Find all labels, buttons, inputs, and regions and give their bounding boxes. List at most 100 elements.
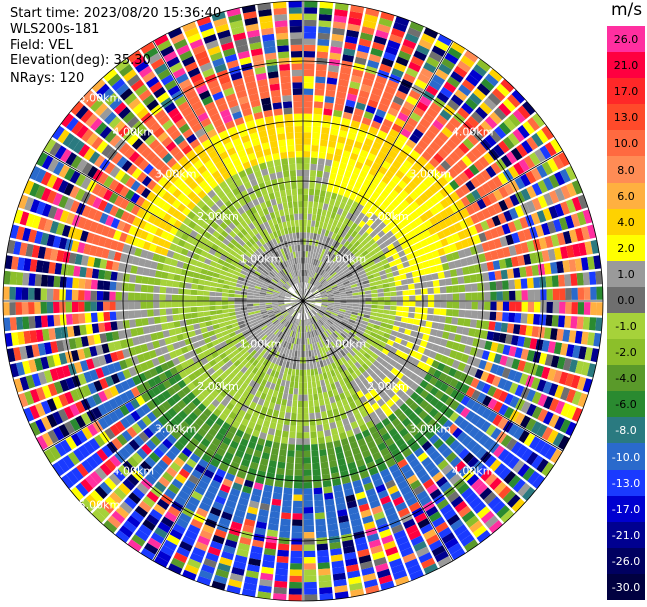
velocity-gate xyxy=(279,524,291,532)
velocity-gate xyxy=(353,335,361,342)
velocity-gate xyxy=(452,301,460,309)
velocity-gate xyxy=(324,323,330,329)
velocity-gate xyxy=(441,532,456,544)
velocity-gate xyxy=(161,323,169,331)
velocity-gate xyxy=(502,452,515,466)
velocity-gate xyxy=(330,427,339,436)
velocity-gate xyxy=(332,332,339,338)
velocity-gate xyxy=(255,361,262,369)
velocity-gate xyxy=(189,363,198,372)
velocity-gate xyxy=(201,389,210,398)
velocity-gate xyxy=(471,460,484,473)
velocity-gate xyxy=(542,381,553,395)
velocity-gate xyxy=(276,32,289,40)
velocity-gate xyxy=(353,485,364,494)
velocity-gate xyxy=(203,558,217,569)
velocity-gate xyxy=(318,14,332,22)
velocity-gate xyxy=(196,384,206,393)
velocity-gate xyxy=(322,372,328,380)
velocity-gate xyxy=(318,310,325,315)
velocity-gate xyxy=(346,303,353,306)
velocity-gate xyxy=(194,485,206,496)
velocity-gate xyxy=(428,350,437,359)
velocity-gate xyxy=(325,344,331,351)
velocity-gate xyxy=(480,371,490,382)
velocity-gate xyxy=(262,351,269,359)
velocity-gate xyxy=(381,360,389,368)
velocity-gate xyxy=(384,408,393,417)
velocity-gate xyxy=(349,441,359,450)
velocity-gate xyxy=(313,307,319,312)
velocity-gate xyxy=(448,332,456,341)
velocity-gate xyxy=(389,558,403,569)
velocity-gate xyxy=(305,244,309,252)
velocity-gate xyxy=(291,182,297,190)
velocity-gate xyxy=(404,558,419,569)
velocity-gate xyxy=(292,362,297,370)
velocity-gate xyxy=(179,420,190,431)
velocity-gate xyxy=(164,422,175,434)
velocity-gate xyxy=(282,221,288,229)
velocity-gate xyxy=(272,363,279,371)
velocity-gate xyxy=(111,510,126,524)
velocity-gate xyxy=(28,302,35,315)
velocity-gate xyxy=(215,394,224,403)
velocity-gate xyxy=(478,434,490,446)
velocity-gate xyxy=(258,412,266,420)
velocity-gate xyxy=(273,486,283,494)
velocity-gate xyxy=(295,151,303,158)
velocity-gate xyxy=(260,392,267,400)
velocity-gate xyxy=(134,301,141,310)
velocity-gate xyxy=(483,491,497,505)
velocity-gate xyxy=(328,349,334,357)
velocity-gate xyxy=(259,431,267,440)
velocity-gate xyxy=(399,403,409,413)
velocity-gate xyxy=(262,420,271,428)
velocity-gate xyxy=(459,372,469,383)
velocity-gate xyxy=(52,462,65,477)
velocity-gate xyxy=(393,408,403,418)
velocity-gate xyxy=(375,484,387,494)
velocity-gate xyxy=(246,301,254,304)
velocity-gate xyxy=(427,418,438,429)
velocity-gate xyxy=(441,464,453,476)
velocity-gate xyxy=(538,352,548,365)
velocity-gate xyxy=(383,309,390,315)
velocity-gate xyxy=(402,432,413,443)
velocity-gate xyxy=(245,385,253,393)
velocity-gate xyxy=(267,466,276,474)
velocity-gate xyxy=(309,238,313,246)
velocity-gate xyxy=(263,446,272,454)
velocity-gate xyxy=(236,379,244,387)
velocity-gate xyxy=(303,207,308,214)
velocity-gate xyxy=(173,552,188,564)
velocity-gate xyxy=(397,458,408,469)
velocity-gate xyxy=(447,542,462,555)
velocity-gate xyxy=(424,393,435,403)
velocity-gate xyxy=(318,26,331,34)
velocity-gate xyxy=(211,372,220,381)
velocity-gate xyxy=(303,413,309,420)
velocity-gate xyxy=(341,384,348,393)
velocity-gate xyxy=(313,349,318,356)
velocity-gate xyxy=(215,385,224,394)
velocity-gate xyxy=(391,469,403,479)
velocity-gate xyxy=(338,310,346,315)
velocity-gate xyxy=(321,127,330,135)
velocity-gate xyxy=(159,427,170,438)
velocity-gate xyxy=(297,319,300,326)
velocity-gate xyxy=(313,481,322,489)
velocity-gate xyxy=(304,557,316,564)
velocity-gate xyxy=(375,517,388,527)
velocity-gate xyxy=(308,325,311,332)
velocity-gate xyxy=(178,468,190,479)
velocity-gate xyxy=(303,500,313,508)
velocity-gate xyxy=(284,113,293,121)
velocity-gate xyxy=(331,312,338,317)
velocity-gate xyxy=(287,201,293,209)
velocity-gate xyxy=(440,503,453,516)
velocity-gate xyxy=(119,447,131,460)
velocity-gate xyxy=(576,376,587,391)
velocity-gate xyxy=(71,467,84,481)
velocity-gate xyxy=(392,432,402,443)
